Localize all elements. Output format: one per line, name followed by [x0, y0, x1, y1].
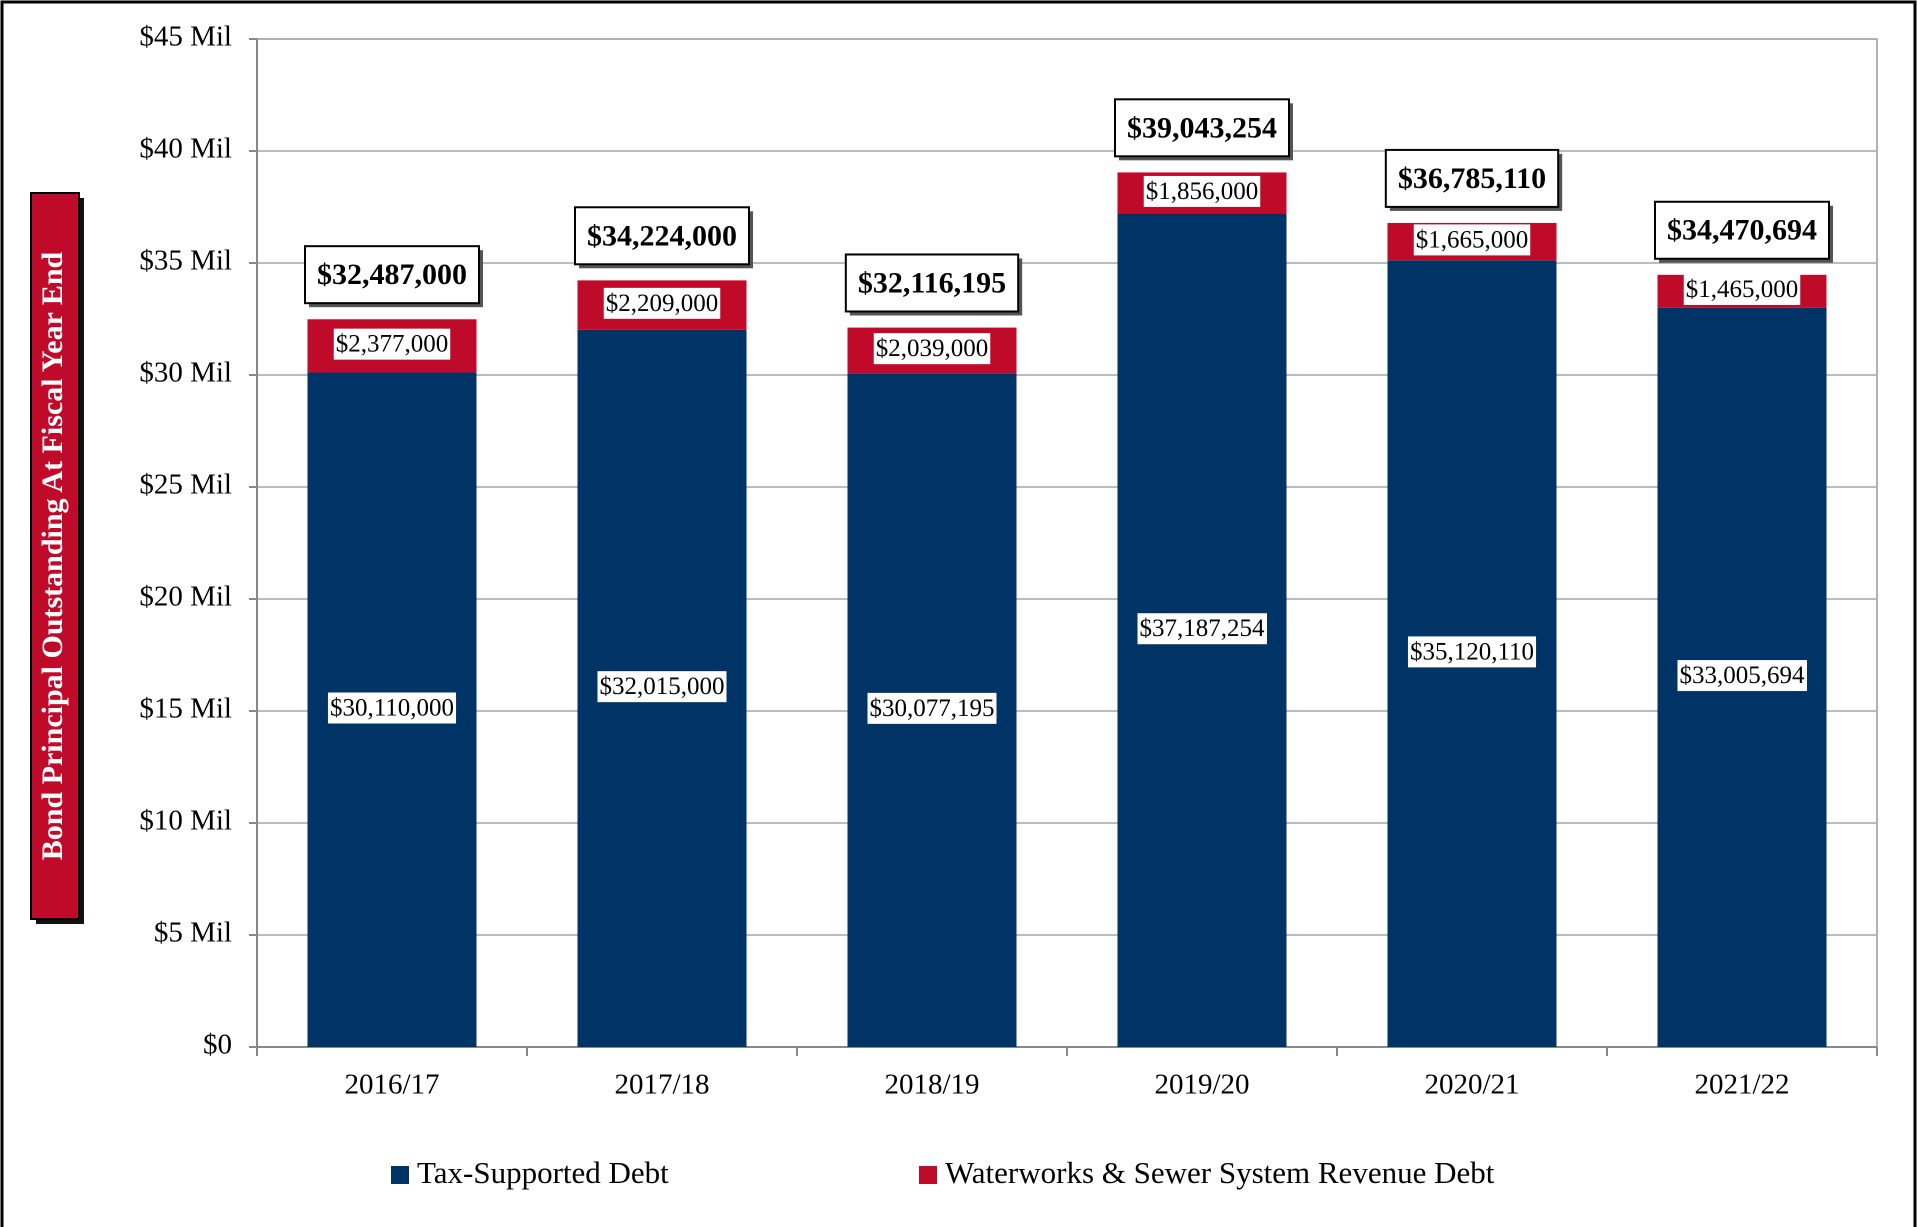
- value-label-box: [1677, 660, 1807, 692]
- value-label: $30,110,000: [330, 695, 454, 722]
- legend-swatch: [919, 1166, 937, 1184]
- total-label-group: $39,043,254: [1114, 98, 1293, 161]
- total-label: $39,043,254: [1127, 111, 1277, 144]
- total-label-box: [304, 245, 480, 305]
- value-label-box: [1407, 636, 1537, 668]
- y-tick-label: $15 Mil: [139, 693, 232, 725]
- total-label-box: [574, 206, 750, 266]
- y-tick-label: $35 Mil: [139, 245, 232, 277]
- value-label-box: [603, 287, 721, 319]
- total-label-box: [1114, 98, 1290, 158]
- value-label-box: [1683, 273, 1801, 305]
- value-label: $33,005,694: [1680, 662, 1806, 689]
- value-label: $30,077,195: [870, 695, 995, 722]
- x-tick-label: 2019/20: [1154, 1069, 1249, 1101]
- y-label-box: [30, 192, 80, 920]
- value-label-group: $35,120,110: [1407, 636, 1537, 668]
- total-label-group: $32,487,000: [304, 245, 483, 308]
- total-label-group: $32,116,195: [844, 253, 1023, 316]
- x-tick-label: 2017/18: [614, 1069, 709, 1101]
- value-label: $2,209,000: [606, 290, 719, 317]
- value-label: $1,465,000: [1686, 276, 1799, 303]
- value-label-group: $1,465,000: [1683, 273, 1801, 305]
- value-label-group: $1,856,000: [1143, 175, 1261, 207]
- value-label-group: $2,039,000: [873, 333, 991, 365]
- value-label-group: $30,077,195: [867, 692, 997, 724]
- value-label: $32,015,000: [600, 673, 725, 700]
- value-label: $1,665,000: [1416, 226, 1529, 253]
- x-tick-label: 2021/22: [1694, 1069, 1789, 1101]
- total-label-group: $34,470,694: [1654, 200, 1833, 263]
- value-label-group: $32,015,000: [597, 671, 727, 703]
- value-label-group: $2,377,000: [333, 328, 451, 360]
- y-tick-label: $0: [203, 1029, 232, 1061]
- value-label: $2,377,000: [336, 331, 449, 358]
- total-label-group: $34,224,000: [574, 206, 753, 269]
- total-label: $32,116,195: [858, 266, 1006, 299]
- y-tick-label: $25 Mil: [139, 469, 232, 501]
- value-label-box: [873, 333, 991, 365]
- y-tick-label: $45 Mil: [139, 21, 232, 53]
- total-label-box: [1654, 200, 1830, 260]
- legend-label: Waterworks & Sewer System Revenue Debt: [945, 1155, 1495, 1190]
- y-tick-label: $40 Mil: [139, 133, 232, 165]
- legend-label: Tax-Supported Debt: [417, 1155, 669, 1190]
- value-label-group: $2,209,000: [603, 287, 721, 319]
- total-label-box: [844, 253, 1020, 313]
- total-label-group: $36,785,110: [1384, 148, 1563, 211]
- value-label: $1,856,000: [1146, 178, 1259, 205]
- total-label-box: [1384, 148, 1560, 208]
- y-tick-label: $5 Mil: [154, 917, 232, 949]
- x-tick-label: 2018/19: [884, 1069, 979, 1101]
- value-label-group: $1,665,000: [1413, 224, 1531, 256]
- value-label-group: $30,110,000: [327, 692, 457, 724]
- total-label: $36,785,110: [1398, 162, 1546, 195]
- value-label-box: [333, 328, 451, 360]
- y-tick-label: $10 Mil: [139, 805, 232, 837]
- total-label: $34,470,694: [1667, 214, 1817, 247]
- value-label: $2,039,000: [876, 335, 989, 362]
- value-label-box: [597, 671, 727, 703]
- y-axis-label: Bond Principal Outstanding At Fiscal Yea…: [36, 251, 69, 860]
- x-tick-label: 2020/21: [1424, 1069, 1519, 1101]
- x-tick-label: 2016/17: [344, 1069, 439, 1101]
- total-label: $32,487,000: [317, 258, 467, 291]
- value-label-box: [1143, 175, 1261, 207]
- value-label-box: [1137, 613, 1267, 645]
- total-label: $34,224,000: [587, 219, 737, 252]
- value-label: $35,120,110: [1410, 638, 1534, 665]
- value-label-box: [1413, 224, 1531, 256]
- y-tick-label: $20 Mil: [139, 581, 232, 613]
- value-label-box: [327, 692, 457, 724]
- y-tick-label: $30 Mil: [139, 357, 232, 389]
- value-label-group: $37,187,254: [1137, 613, 1267, 645]
- value-label: $37,187,254: [1140, 615, 1266, 642]
- legend-swatch: [391, 1166, 409, 1184]
- value-label-box: [867, 692, 997, 724]
- value-label-group: $33,005,694: [1677, 660, 1807, 692]
